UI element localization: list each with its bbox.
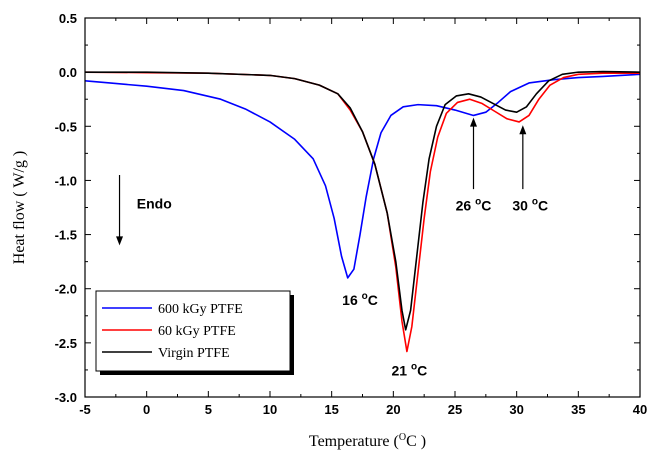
peak-label-2: 26 oC <box>456 197 492 214</box>
y-tick-label-7: -3.0 <box>55 390 77 405</box>
y-tick-label-5: -2.0 <box>55 282 77 297</box>
y-tick-label-0: 0.5 <box>59 11 77 26</box>
x-tick-label-0: -5 <box>79 402 91 417</box>
peak-arrow-1-head <box>519 125 527 135</box>
y-tick-label-1: 0.0 <box>59 65 77 80</box>
peak-arrow-0-head <box>470 117 477 127</box>
x-tick-label-5: 20 <box>386 402 400 417</box>
peak-label-0: 16 oC <box>342 291 378 308</box>
series-line-2 <box>85 70 641 331</box>
x-tick-label-8: 35 <box>571 402 585 417</box>
y-axis-title: Heat flow ( W/g ) <box>11 151 28 264</box>
legend-box <box>95 290 291 372</box>
endo-arrow-head <box>116 236 124 246</box>
x-tick-label-1: 0 <box>143 402 150 417</box>
endo-label: Endo <box>137 196 172 212</box>
x-tick-label-4: 15 <box>324 402 338 417</box>
peak-label-3: 30 oC <box>512 197 548 214</box>
legend-label-1: 60 kGy PTFE <box>158 324 236 339</box>
x-tick-label-6: 25 <box>448 402 462 417</box>
x-tick-label-2: 5 <box>205 402 212 417</box>
x-tick-label-7: 30 <box>509 402 523 417</box>
peak-label-1: 21 oC <box>392 361 428 378</box>
y-tick-label-2: -0.5 <box>55 119 77 134</box>
legend-label-0: 600 kGy PTFE <box>158 302 243 317</box>
x-tick-label-3: 10 <box>263 402 277 417</box>
x-axis-title: Temperature (OC ) <box>309 432 426 450</box>
y-tick-label-4: -1.5 <box>55 228 77 243</box>
y-tick-label-3: -1.0 <box>55 173 77 188</box>
plot-area: -5 0 5 10 15 20 25 30 35 40 0.5 0.0 -0.5 -1.0 -1.5 -2.0… <box>11 11 647 450</box>
y-tick-label-6: -2.5 <box>55 336 77 351</box>
series-line-0 <box>84 73 641 279</box>
legend-label-2: Virgin PTFE <box>158 346 230 361</box>
x-tick-label-9: 40 <box>633 402 647 417</box>
